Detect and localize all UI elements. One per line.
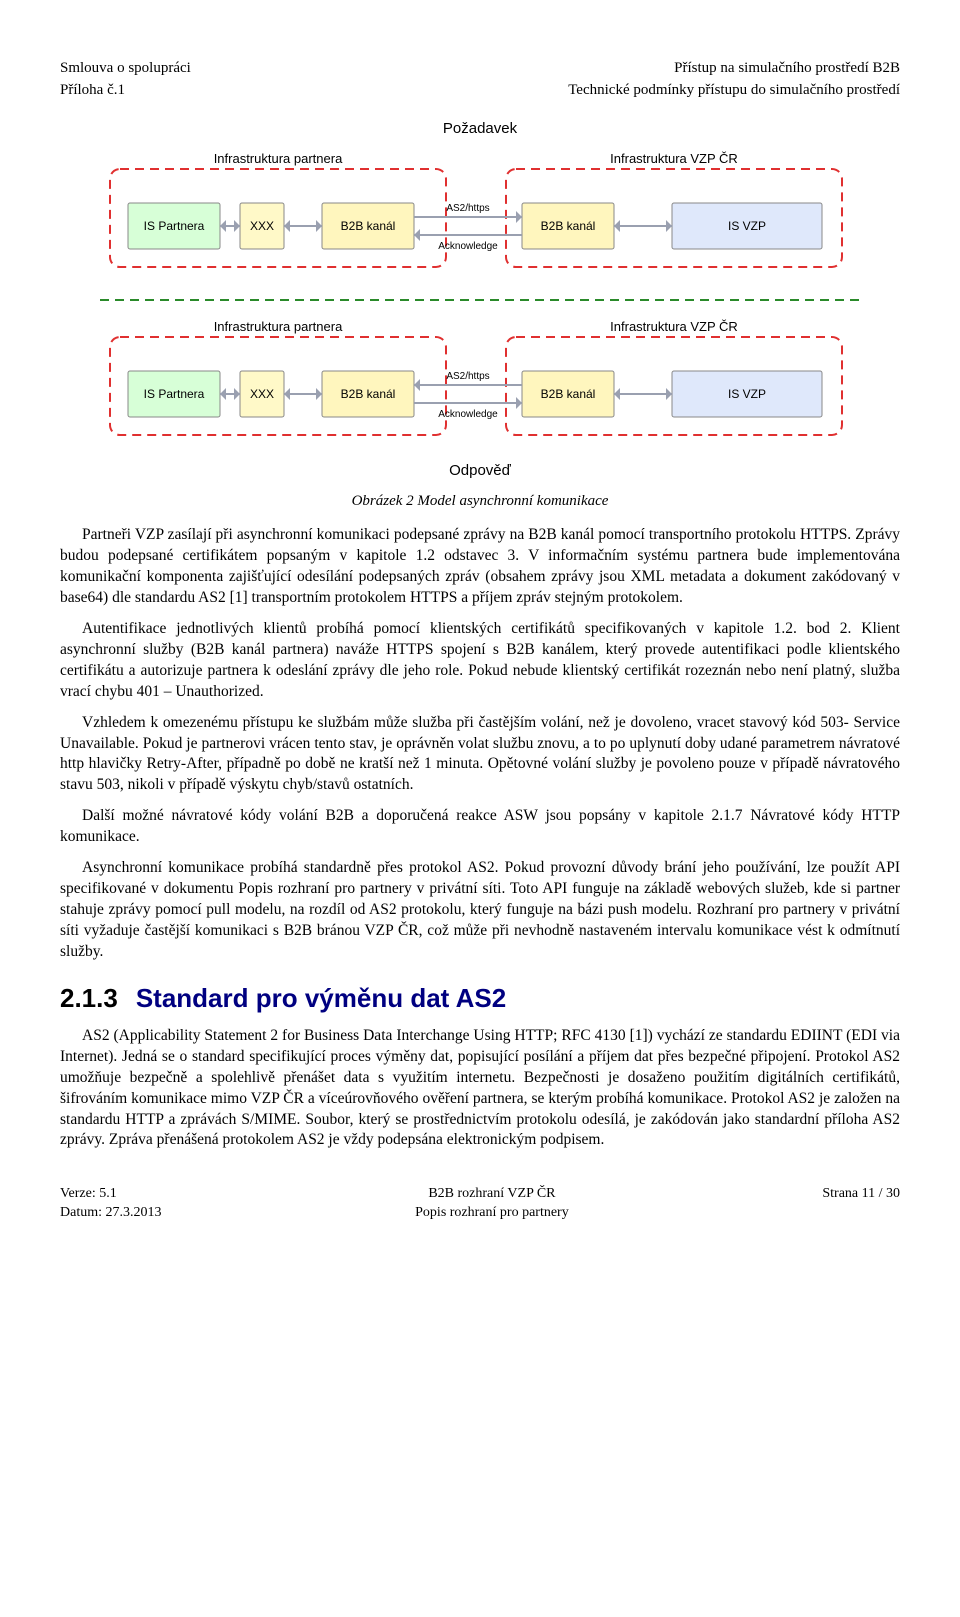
header-left-1: Smlouva o spolupráci <box>60 58 191 78</box>
paragraph-3: Vzhledem k omezenému přístupu ke službám… <box>60 713 900 797</box>
section-number: 2.1.3 <box>60 983 118 1013</box>
footer-date: Datum: 27.3.2013 <box>60 1204 162 1223</box>
section-title: Standard pro výměnu dat AS2 <box>136 983 506 1013</box>
svg-text:Infrastruktura partnera: Infrastruktura partnera <box>214 151 343 166</box>
paragraph-2: Autentifikace jednotlivých klientů probí… <box>60 619 900 703</box>
footer-version: Verze: 5.1 <box>60 1185 162 1204</box>
svg-text:IS Partnera: IS Partnera <box>144 219 205 233</box>
svg-text:B2B kanál: B2B kanál <box>341 387 396 401</box>
diagram-request-block: Požadavek Infrastruktura partneraInfrast… <box>60 119 900 285</box>
svg-text:B2B kanál: B2B kanál <box>541 387 596 401</box>
footer-right: Strana 11 / 30 <box>822 1185 900 1223</box>
svg-text:Infrastruktura VZP ČR: Infrastruktura VZP ČR <box>610 151 738 166</box>
svg-text:B2B kanál: B2B kanál <box>341 219 396 233</box>
diagram-separator <box>100 295 860 305</box>
svg-text:Infrastruktura VZP ČR: Infrastruktura VZP ČR <box>610 319 738 334</box>
footer-left: Verze: 5.1 Datum: 27.3.2013 <box>60 1185 162 1223</box>
diagram-response-block: Infrastruktura partnera Infrastruktura VZ… <box>60 313 900 481</box>
svg-text:AS2/https: AS2/https <box>446 371 489 382</box>
paragraph-4: Další možné návratové kódy volání B2B a … <box>60 806 900 848</box>
diagram-response-label: Odpověď <box>60 461 900 481</box>
footer-center-1: B2B rozhraní VZP ČR <box>162 1185 823 1204</box>
footer-center-2: Popis rozhraní pro partnery <box>162 1204 823 1223</box>
paragraph-1: Partneři VZP zasílají při asynchronní ko… <box>60 525 900 609</box>
svg-text:B2B kanál: B2B kanál <box>541 219 596 233</box>
svg-text:Acknowledge: Acknowledge <box>438 409 498 420</box>
svg-text:XXX: XXX <box>250 387 274 401</box>
svg-text:Infrastruktura partnera: Infrastruktura partnera <box>214 319 343 334</box>
svg-text:Acknowledge: Acknowledge <box>438 241 498 252</box>
figure-caption: Obrázek 2 Model asynchronní komunikace <box>60 491 900 511</box>
svg-text:IS VZP: IS VZP <box>728 219 766 233</box>
header-right-1: Přístup na simulačního prostředí B2B <box>674 58 900 78</box>
svg-text:IS Partnera: IS Partnera <box>144 387 205 401</box>
diagram-svg-request: Infrastruktura partnera Infrastruktura VZ… <box>100 145 860 285</box>
diagram-request-label: Požadavek <box>60 119 900 139</box>
footer-center: B2B rozhraní VZP ČR Popis rozhraní pro p… <box>162 1185 823 1223</box>
page-header: Smlouva o spolupráci Přístup na simulačn… <box>60 58 900 101</box>
header-left-2: Příloha č.1 <box>60 80 125 100</box>
section-paragraph-1: AS2 (Applicability Statement 2 for Busin… <box>60 1026 900 1152</box>
paragraph-5: Asynchronní komunikace probíhá standardn… <box>60 858 900 963</box>
diagram-svg-response: Infrastruktura partnera Infrastruktura VZ… <box>100 313 860 453</box>
section-heading: 2.1.3 Standard pro výměnu dat AS2 <box>60 981 900 1016</box>
header-right-2: Technické podmínky přístupu do simulační… <box>568 80 900 100</box>
page-footer: Verze: 5.1 Datum: 27.3.2013 B2B rozhraní… <box>60 1185 900 1223</box>
svg-text:AS2/https: AS2/https <box>446 203 489 214</box>
footer-page: Strana 11 / 30 <box>822 1185 900 1204</box>
svg-text:XXX: XXX <box>250 219 274 233</box>
svg-text:IS VZP: IS VZP <box>728 387 766 401</box>
